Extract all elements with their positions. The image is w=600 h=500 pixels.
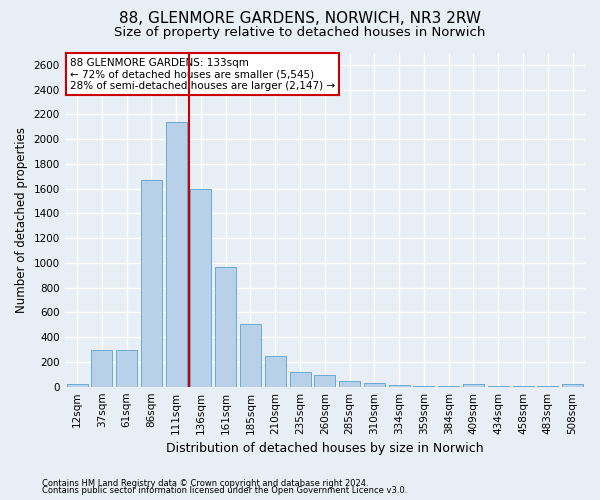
- Bar: [339, 381, 360, 386]
- Text: 88, GLENMORE GARDENS, NORWICH, NR3 2RW: 88, GLENMORE GARDENS, NORWICH, NR3 2RW: [119, 11, 481, 26]
- X-axis label: Distribution of detached houses by size in Norwich: Distribution of detached houses by size …: [166, 442, 484, 455]
- Bar: [166, 122, 187, 386]
- Bar: [141, 180, 162, 386]
- Bar: [190, 188, 211, 386]
- Bar: [215, 266, 236, 386]
- Bar: [290, 372, 311, 386]
- Bar: [91, 350, 112, 387]
- Text: Contains HM Land Registry data © Crown copyright and database right 2024.: Contains HM Land Registry data © Crown c…: [42, 478, 368, 488]
- Bar: [314, 375, 335, 386]
- Text: 88 GLENMORE GARDENS: 133sqm
← 72% of detached houses are smaller (5,545)
28% of : 88 GLENMORE GARDENS: 133sqm ← 72% of det…: [70, 58, 335, 90]
- Bar: [463, 384, 484, 386]
- Bar: [364, 383, 385, 386]
- Text: Contains public sector information licensed under the Open Government Licence v3: Contains public sector information licen…: [42, 486, 407, 495]
- Bar: [116, 350, 137, 387]
- Bar: [562, 384, 583, 386]
- Bar: [240, 324, 261, 386]
- Bar: [265, 356, 286, 386]
- Y-axis label: Number of detached properties: Number of detached properties: [15, 126, 28, 312]
- Text: Size of property relative to detached houses in Norwich: Size of property relative to detached ho…: [115, 26, 485, 39]
- Bar: [67, 384, 88, 386]
